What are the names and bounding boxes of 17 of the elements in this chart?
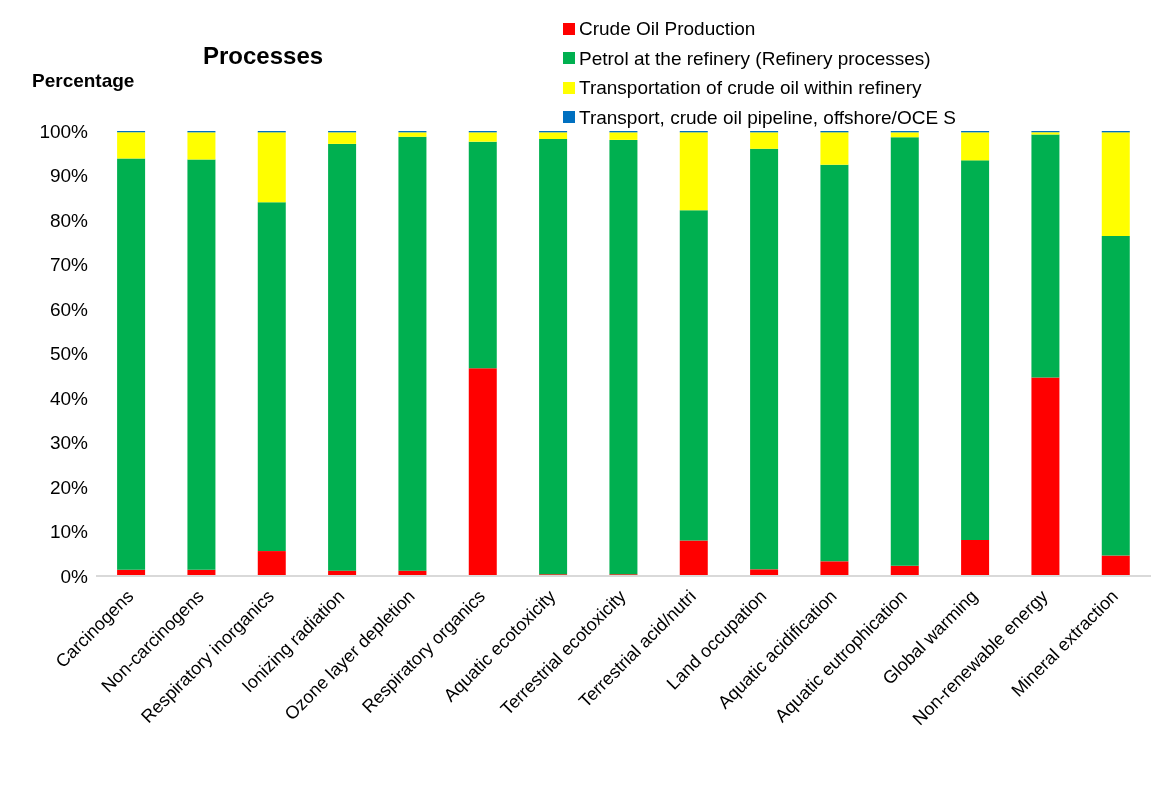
y-tick-label: 40% xyxy=(49,387,89,409)
legend-label: Crude Oil Production xyxy=(579,17,756,41)
y-tick-label: 100% xyxy=(39,120,89,142)
y-tick-label: 0% xyxy=(60,565,89,587)
legend-label: Transportation of crude oil within refinery xyxy=(579,76,922,100)
y-tick-label: 20% xyxy=(49,476,89,498)
y-tick-label: 50% xyxy=(49,343,89,365)
legend-label: Transport, crude oil pipeline, offshore/OCE S xyxy=(579,105,957,130)
chart-title: Processes xyxy=(203,42,324,70)
y-tick-label: 80% xyxy=(49,209,89,231)
y-tick-label: 60% xyxy=(49,298,89,320)
y-tick-label: 70% xyxy=(49,254,89,276)
y-tick-label: 10% xyxy=(49,521,89,543)
y-axis-title: Percentage xyxy=(32,70,135,92)
legend-label: Petrol at the refinery (Refinery processes) xyxy=(579,46,931,71)
y-tick-label: 30% xyxy=(49,432,89,454)
y-tick-label: 90% xyxy=(49,165,89,187)
